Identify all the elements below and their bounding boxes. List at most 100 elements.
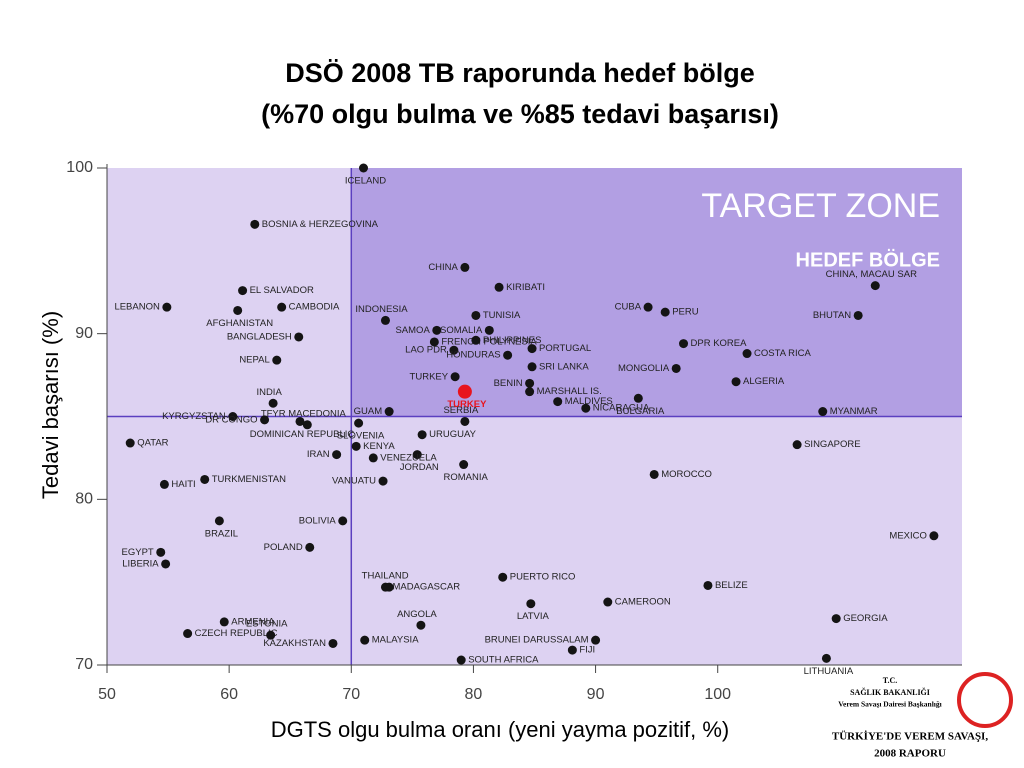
point-label: CAMBODIA [289,302,340,313]
point-label: TURKMENISTAN [212,474,286,485]
point [526,599,536,609]
point-label: MALDIVES [565,396,613,407]
point [731,377,741,387]
point-label: PUERTO RICO [510,572,576,583]
point-label: BRAZIL [205,528,238,539]
point-label: NICARAGUA [593,403,650,414]
footer-text: Verem Savaşı Dairesi Başkanlığı [838,700,941,709]
point-label: KENYA [363,441,395,452]
point-label: ROMANIA [443,472,488,483]
point [527,344,537,354]
point [125,438,135,448]
point-label: QATAR [137,438,168,449]
y-tick-label: 70 [75,656,93,673]
point-label: SLOVENIA [337,431,385,442]
point [818,407,828,417]
point-label: FRENCH POLYNESIA [441,336,537,347]
point-label: THAILAND [362,571,409,582]
point-label: GEORGIA [843,613,888,624]
point-label: GUAM [354,406,383,417]
chart-title: (%70 olgu bulma ve %85 tedavi başarısı) [261,99,779,129]
point [660,307,670,317]
point [266,630,276,640]
point [233,305,243,315]
point-label: TFYR MACEDONIA [261,408,347,419]
point [219,617,229,627]
point [351,441,361,451]
point [295,416,305,426]
point [449,345,459,355]
y-tick-label: 100 [66,159,93,176]
point [525,387,535,397]
point [671,363,681,373]
point-label: CUBA [615,302,642,313]
point-label: SRI LANKA [539,361,589,372]
point-label: LEBANON [114,302,160,313]
point-label: BHUTAN [813,310,851,321]
point-label: BANGLADESH [227,331,292,342]
point-label: BOSNIA & HERZEGOVINA [262,219,379,230]
point-label: NEPAL [239,355,269,366]
point [161,559,171,569]
point-label: SOMALIA [440,325,483,336]
annotation: TARGET ZONE [701,187,940,225]
point [471,310,481,320]
x-tick-label: 60 [220,686,238,703]
point-label: DR CONGO [205,414,257,425]
point-label: JORDAN [400,462,439,473]
point-label: CZECH REPUBLIC [195,628,278,639]
point [429,337,439,347]
point-label: BULGARIA [616,406,665,417]
point [272,355,282,365]
point [853,310,863,320]
point-label: VENEZUELA [380,452,437,463]
point [416,620,426,630]
point-label: VANUATU [332,476,376,487]
point [643,302,653,312]
point [567,645,577,655]
point [456,655,466,665]
point-label: POLAND [264,542,303,553]
x-tick-label: 50 [98,686,116,703]
x-axis-label: DGTS olgu bulma oranı (yeni yayma poziti… [271,717,730,742]
point-label: ICELAND [345,176,386,187]
point-label: EGYPT [122,547,154,558]
x-tick-label: 80 [465,686,483,703]
point [703,580,713,590]
point-label: SERBIA [443,405,479,416]
point-label: URUGUAY [429,429,476,440]
x-tick-label: 70 [342,686,360,703]
point-label: FIJI [579,645,595,656]
point-label: ARMENIA [231,616,275,627]
point [384,407,394,417]
point [200,474,210,484]
point-label: PHILIPPINES [483,335,542,346]
point [742,349,752,359]
footer-text: TÜRKİYE'DE VEREM SAVAŞI, [832,730,988,743]
point [354,418,364,428]
point [821,653,831,663]
point [332,450,342,460]
x-tick-label: 90 [587,686,605,703]
point-label: SAMOA [395,325,430,336]
point-label: INDONESIA [355,304,408,315]
point [432,325,442,335]
point [260,415,270,425]
annotation: HEDEF BÖLGE [796,248,940,271]
point [471,335,481,345]
point-label: CHINA [428,262,458,273]
y-tick-label: 90 [75,325,93,342]
x-tick-label: 100 [704,686,731,703]
point-label: HAITI [171,479,195,490]
point [633,393,643,403]
point [384,582,394,592]
point-label: CHINA, MACAU SAR [826,269,917,280]
point [450,372,460,382]
point [183,629,193,639]
point-label: MARSHALL IS. [537,386,602,397]
point [929,531,939,541]
point-label: LITHUANIA [804,666,854,677]
point [459,460,469,470]
point [460,416,470,426]
point [412,450,422,460]
